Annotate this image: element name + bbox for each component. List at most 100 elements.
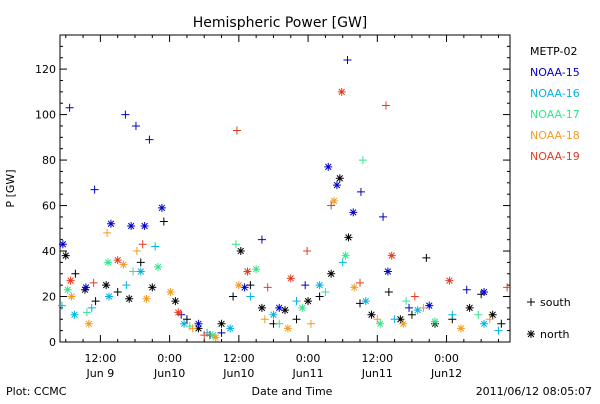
data-point-north — [337, 87, 346, 96]
data-point-south — [231, 240, 240, 249]
x-tick-label-date: Jun 9 — [86, 367, 115, 380]
y-tick-label: 120 — [35, 63, 56, 76]
data-point-south — [103, 228, 112, 237]
data-point-south — [182, 315, 191, 324]
legend-entry: NOAA-18 — [530, 129, 580, 142]
data-point-north — [180, 319, 189, 328]
data-point-south — [292, 315, 301, 324]
data-point-south — [82, 308, 91, 317]
y-axis-label: P [GW] — [4, 169, 17, 207]
data-point-north — [361, 297, 370, 306]
data-point-south — [121, 110, 130, 119]
data-point-south — [358, 156, 367, 165]
data-point-south — [257, 235, 266, 244]
data-point-north — [399, 319, 408, 328]
data-point-south — [474, 310, 483, 319]
data-point-north — [349, 208, 358, 217]
legend-entry: NOAA-19 — [530, 150, 580, 163]
series-metp-02 — [61, 174, 506, 340]
data-point-north — [113, 256, 122, 265]
x-tick-label-time: 0:00 — [296, 352, 321, 365]
data-point-north — [136, 267, 145, 276]
data-point-north — [383, 267, 392, 276]
data-markers — [57, 56, 512, 342]
data-point-south — [260, 315, 269, 324]
data-point-north — [67, 292, 76, 301]
data-point-north — [104, 258, 113, 267]
data-point-north — [84, 319, 93, 328]
legend-entry: METP-02 — [530, 45, 578, 58]
plot-source-label: Plot: CCMC — [6, 385, 67, 398]
data-point-south — [494, 326, 503, 335]
x-tick-label-date: Jun11 — [361, 367, 393, 380]
y-tick-label: 20 — [42, 291, 56, 304]
data-point-north — [286, 274, 295, 283]
data-point-south — [122, 281, 131, 290]
marker-legend-symbol — [527, 298, 535, 306]
data-point-south — [405, 303, 414, 312]
data-point-north — [171, 297, 180, 306]
data-point-south — [384, 287, 393, 296]
x-tick-label-date: Jun11 — [291, 367, 323, 380]
x-tick-label-time: 12:00 — [223, 352, 255, 365]
series-noaa-15 — [58, 56, 489, 337]
data-point-north — [102, 281, 111, 290]
data-point-north — [66, 276, 75, 285]
data-point-north — [488, 310, 497, 319]
series-noaa-19 — [66, 87, 512, 340]
data-point-north — [58, 240, 67, 249]
legend-entry: NOAA-17 — [530, 108, 580, 121]
data-point-south — [373, 315, 382, 324]
data-point-south — [306, 319, 315, 328]
data-point-south — [263, 283, 272, 292]
data-point-south — [321, 287, 330, 296]
data-point-south — [419, 303, 428, 312]
data-point-south — [89, 278, 98, 287]
satellite-legend: METP-02 NOAA-15 NOAA-16 NOAA-17 NOAA-18 NOAA-… — [530, 45, 580, 163]
x-axis: 12:00 Jun 9 0:00 Jun10 12:00 Jun10 0:00 Jun11 12… — [65, 35, 499, 380]
data-point-south — [246, 281, 255, 290]
data-point-north — [105, 292, 114, 301]
data-point-south — [113, 287, 122, 296]
plot-frame — [59, 34, 511, 343]
data-point-south — [462, 285, 471, 294]
data-point-north — [367, 310, 376, 319]
data-point-south — [151, 242, 160, 251]
data-point-north — [81, 285, 89, 294]
x-tick-label-time: 0:00 — [157, 352, 182, 365]
data-point-south — [159, 217, 168, 226]
data-point-north — [350, 283, 359, 292]
data-point-south — [87, 303, 96, 312]
data-point-south — [381, 101, 390, 110]
data-point-north — [332, 181, 341, 190]
data-point-north — [283, 324, 292, 333]
data-point-north — [125, 294, 134, 303]
data-point-north — [257, 303, 266, 312]
data-point-north — [194, 324, 203, 333]
data-point-north — [327, 269, 336, 278]
data-point-south — [229, 292, 238, 301]
data-point-south — [129, 267, 138, 276]
y-tick-label: 80 — [42, 154, 56, 167]
data-point-north — [211, 333, 220, 342]
data-point-south — [448, 310, 457, 319]
data-point-south — [422, 253, 431, 262]
data-point-north — [61, 251, 70, 260]
y-axis: 0 20 40 60 80 100 120 — [35, 45, 510, 349]
series-noaa-16 — [57, 242, 503, 337]
data-point-north — [236, 247, 245, 256]
data-point-north — [335, 174, 344, 183]
data-point-south — [188, 324, 197, 333]
data-point-north — [174, 308, 183, 317]
marker-legend-label: north — [540, 328, 570, 341]
data-point-north — [396, 315, 405, 324]
data-point-south — [131, 121, 140, 130]
data-point-north — [157, 203, 166, 212]
x-tick-label-time: 12:00 — [85, 352, 117, 365]
y-tick-label: 60 — [42, 200, 56, 213]
data-point-north — [480, 287, 489, 296]
data-point-north — [298, 303, 307, 312]
legend-entry: NOAA-15 — [530, 66, 580, 79]
